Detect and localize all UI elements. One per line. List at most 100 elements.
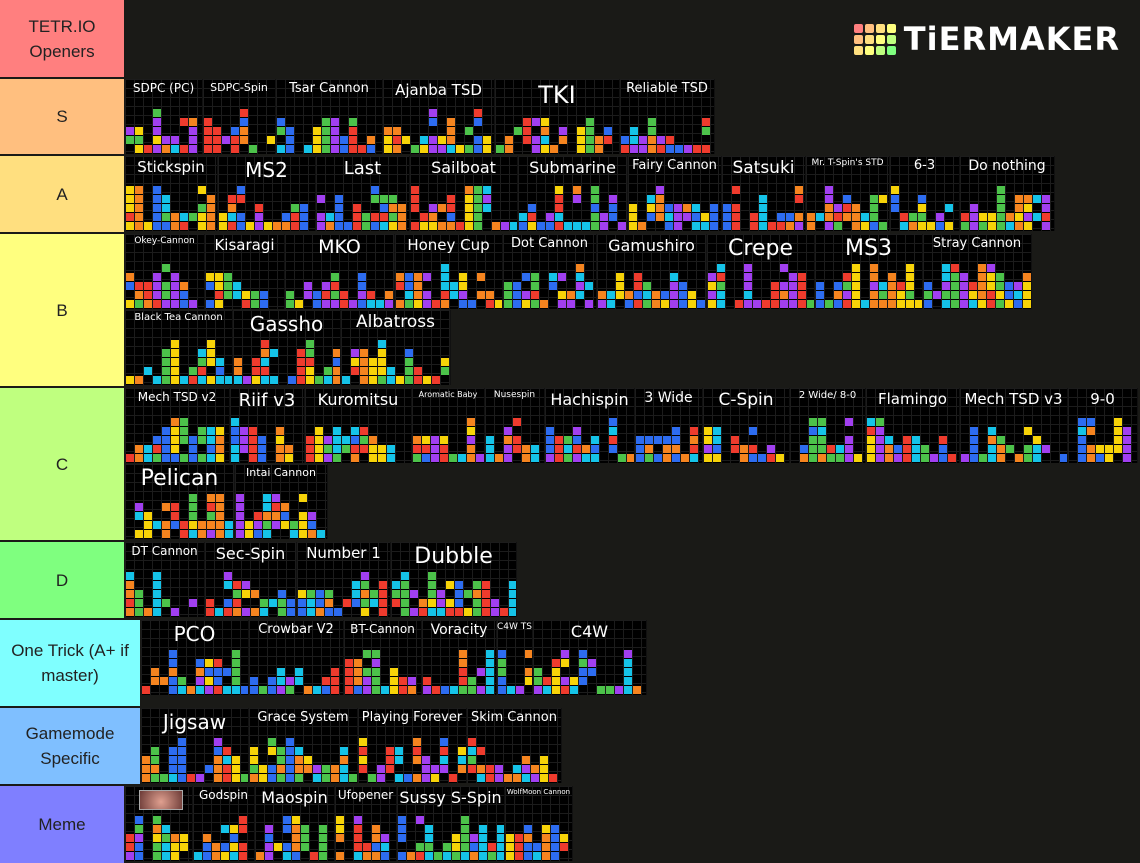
tier-item[interactable]: Black Tea Cannon [125,310,233,385]
tetromino-block [1033,454,1041,462]
tier-item[interactable]: C4W TST [497,620,533,695]
tier-item[interactable]: Crowbar V2 [249,620,344,695]
tier-item[interactable]: Crepe [707,234,815,309]
tier-item[interactable]: Satsuki [722,156,806,231]
tier-item[interactable]: Last [316,156,410,231]
tier-item[interactable]: Okey-Cannon [125,234,205,309]
tetromino-block [713,454,721,462]
tetromino-block [690,454,698,462]
tier-item[interactable]: 2 Wide/ 8-0 [790,388,866,463]
tier-item[interactable]: Submarine [518,156,628,231]
tetromino-block [497,834,504,842]
tetromino-block [663,454,671,462]
tetromino-block [371,186,379,194]
tier-item[interactable]: Hachispin [545,388,635,463]
tier-item[interactable]: Jigsaw [141,708,249,783]
tier-item[interactable]: Intai Cannon [235,464,328,539]
tier-item[interactable] [125,786,193,861]
tier-item[interactable]: Mech TSD v2 [125,388,230,463]
tetromino-block [207,358,215,366]
tier-item[interactable]: Gassho [233,310,341,385]
tier-item[interactable]: C-Spin [703,388,790,463]
tier-item[interactable]: Fairy Cannon [628,156,722,231]
tier-label[interactable]: C [0,388,124,540]
tier-label[interactable]: Meme [0,786,124,863]
tier-item[interactable]: MS2 [218,156,316,231]
tetromino-block [969,282,977,290]
tetromino-block [970,436,978,444]
tetromino-block [306,340,314,348]
tetromino-block [690,445,698,453]
tier-item[interactable]: Nusespin [485,388,545,463]
tier-item[interactable]: TKI [495,79,620,154]
tier-item[interactable]: Godspin [193,786,255,861]
tier-item[interactable]: Riif v3 [230,388,305,463]
tier-item[interactable]: Kisaragi [205,234,285,309]
tier-label[interactable]: B [0,234,124,386]
tier-item[interactable]: Aromatic Baby [412,388,485,463]
tier-item[interactable]: Stray Cannon [923,234,1032,309]
tier-item[interactable]: Sussy S-Spin [397,786,505,861]
tier-item[interactable]: Stickspin [125,156,218,231]
tetromino-block [419,608,427,616]
tetromino-block [351,454,359,462]
tier-item[interactable]: MS3 [815,234,923,309]
tetromino-block [301,834,309,842]
tetromino-block [237,213,245,221]
tier-item[interactable]: WolfMoon Cannon [505,786,573,861]
tetromino-block [240,118,248,126]
tier-item[interactable]: SDPC-Spin [203,79,276,154]
tier-item[interactable]: Honey Cup [395,234,503,309]
tier-label[interactable]: A [0,156,124,232]
tier-item[interactable]: Albatross [341,310,451,385]
tier-item[interactable]: Dot Cannon [503,234,597,309]
tier-item[interactable]: Mr. T-Spin's STD [806,156,890,231]
tier-item[interactable]: Flamingo [866,388,960,463]
tier-item[interactable]: Maospin [255,786,335,861]
tier-item[interactable]: Playing Forever [358,708,467,783]
tetromino-block [224,581,232,589]
tier-item[interactable]: Gamushiro [597,234,707,309]
tier-item[interactable]: 3 Wide [635,388,703,463]
tier-label[interactable]: One Trick (A+ if master) [0,620,140,706]
tier-item[interactable]: Grace System [249,708,358,783]
tetromino-block [268,677,276,685]
tier-item[interactable]: Tsar Cannon [276,79,383,154]
tier-item[interactable]: Kuromitsu [305,388,412,463]
tier-item[interactable]: 6-3 [890,156,960,231]
tier-item[interactable]: Pelican [125,464,235,539]
tetromino-block [189,454,197,462]
tetromino-block [144,521,152,529]
tetromino-block [524,825,532,833]
tier-item[interactable]: MKO [285,234,395,309]
tier-label[interactable]: S [0,79,124,154]
tetromino-block [749,445,757,453]
tetromino-block [398,213,406,221]
tier-item[interactable]: Number 1 [297,542,391,617]
tetromino-block [428,581,436,589]
tetromino-block [440,436,448,444]
tier-item[interactable]: Ajanba TSD [383,79,495,154]
tier-item[interactable]: DT Cannon [125,542,205,617]
tetromino-block [252,376,260,384]
tier-item[interactable]: Sec-Spin [205,542,297,617]
tier-item[interactable]: SDPC (PC) [125,79,203,154]
tier-item[interactable]: Mech TSD v3 [960,388,1068,463]
tier-item[interactable]: Sailboat [410,156,518,231]
tier-item[interactable]: Reliable TSD [620,79,715,154]
tetromino-block [425,843,433,851]
tier-item[interactable]: 9-0 [1068,388,1138,463]
tier-item[interactable]: Do nothing [960,156,1055,231]
tetromino-block [970,213,978,221]
tier-item[interactable]: PCO [141,620,249,695]
tetromino-block [702,127,710,135]
tier-item[interactable]: BT-Cannon [344,620,422,695]
tetromino-block [422,774,430,782]
tier-item[interactable]: Ufopener [335,786,397,861]
tier-label[interactable]: Gamemode Specific [0,708,140,784]
tier-item[interactable]: C4W [533,620,647,695]
tier-label[interactable]: D [0,542,124,618]
tier-item[interactable]: Voracity [422,620,497,695]
tier-item[interactable]: Skim Cannon [467,708,562,783]
tier-item[interactable]: Dubble [391,542,517,617]
